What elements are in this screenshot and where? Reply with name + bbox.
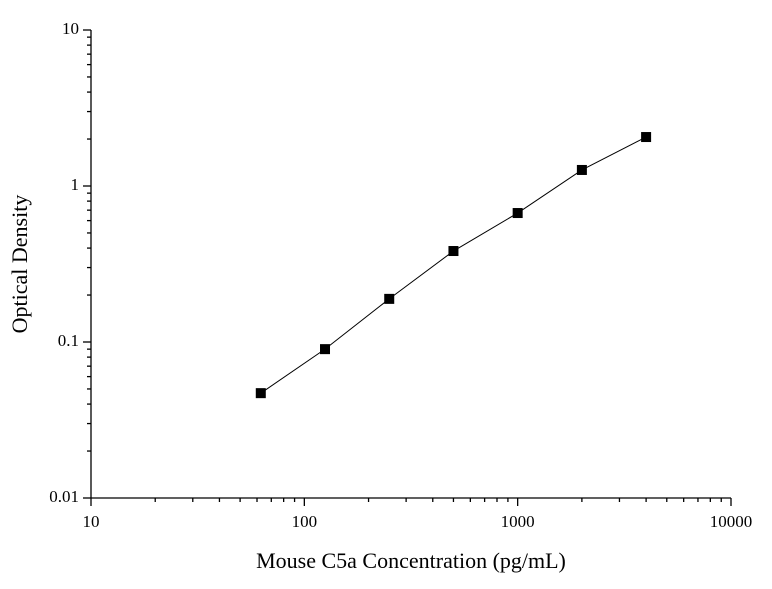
point [641,132,652,143]
y-axis-title: Optical Density [7,195,32,334]
point [512,208,523,219]
y-tick-label: 10 [62,19,79,38]
y-tick-label: 0.1 [58,331,79,350]
point [320,344,331,355]
point [255,388,266,399]
point [384,293,395,304]
point [576,164,587,175]
x-tick-label: 1000 [501,512,535,531]
x-tick-label: 10000 [710,512,753,531]
x-tick-label: 100 [292,512,318,531]
x-axis-title: Mouse C5a Concentration (pg/mL) [256,548,566,573]
x-tick-label: 10 [83,512,100,531]
curve-line [260,136,647,394]
point [448,246,459,257]
y-tick-label: 1 [71,175,80,194]
y-tick-label: 0.01 [49,487,79,506]
